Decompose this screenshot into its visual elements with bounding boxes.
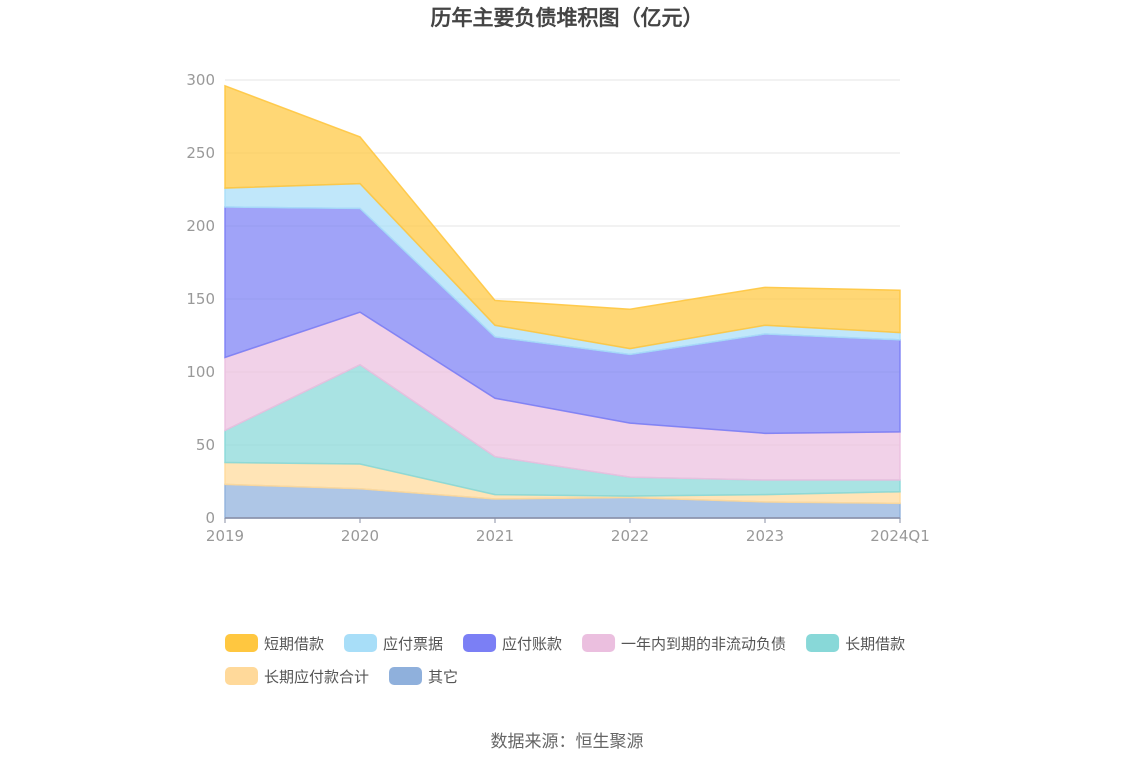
legend-swatch bbox=[225, 634, 258, 652]
legend-item: 一年内到期的非流动负债 bbox=[582, 634, 786, 653]
x-tick-label: 2020 bbox=[341, 527, 379, 545]
legend-item: 应付票据 bbox=[344, 634, 443, 653]
legend-item: 长期借款 bbox=[806, 634, 905, 653]
legend-label: 应付票据 bbox=[383, 635, 443, 653]
legend-label: 长期借款 bbox=[845, 635, 905, 653]
y-tick-label: 50 bbox=[196, 436, 215, 454]
y-tick-label: 200 bbox=[186, 217, 215, 235]
x-tick-label: 2021 bbox=[476, 527, 514, 545]
y-tick-label: 100 bbox=[186, 363, 215, 381]
legend-swatch bbox=[463, 634, 497, 652]
axes: 0 50 100 150 200 250 300 2019 2020 2021 2022 2023 20… bbox=[186, 71, 929, 545]
legend-item: 应付账款 bbox=[463, 634, 562, 653]
legend-item: 短期借款 bbox=[225, 634, 324, 653]
legend-swatch bbox=[344, 634, 378, 652]
area-series bbox=[224, 84, 901, 519]
x-tick-label: 2024Q1 bbox=[870, 527, 930, 545]
y-tick-label: 0 bbox=[205, 509, 215, 527]
legend-label: 短期借款 bbox=[264, 635, 324, 653]
legend-label: 其它 bbox=[428, 668, 458, 686]
legend-label: 一年内到期的非流动负债 bbox=[621, 635, 786, 653]
legend-item: 其它 bbox=[389, 667, 458, 686]
legend-swatch bbox=[582, 634, 616, 652]
chart-title: 历年主要负债堆积图（亿元） bbox=[431, 6, 704, 30]
data-source: 数据来源：恒生聚源 bbox=[491, 732, 644, 752]
x-tick-label: 2022 bbox=[611, 527, 649, 545]
legend-swatch bbox=[225, 667, 258, 685]
x-tick-label: 2023 bbox=[746, 527, 784, 545]
legend-label: 长期应付款合计 bbox=[264, 668, 369, 686]
y-tick-label: 150 bbox=[186, 290, 215, 308]
legend-swatch bbox=[806, 634, 840, 652]
y-tick-label: 250 bbox=[186, 144, 215, 162]
y-tick-label: 300 bbox=[186, 71, 215, 89]
legend-item: 长期应付款合计 bbox=[225, 667, 369, 686]
legend-swatch bbox=[389, 667, 423, 685]
legend-label: 应付账款 bbox=[502, 635, 562, 653]
x-tick-label: 2019 bbox=[206, 527, 244, 545]
area-短期借款 bbox=[224, 84, 901, 350]
